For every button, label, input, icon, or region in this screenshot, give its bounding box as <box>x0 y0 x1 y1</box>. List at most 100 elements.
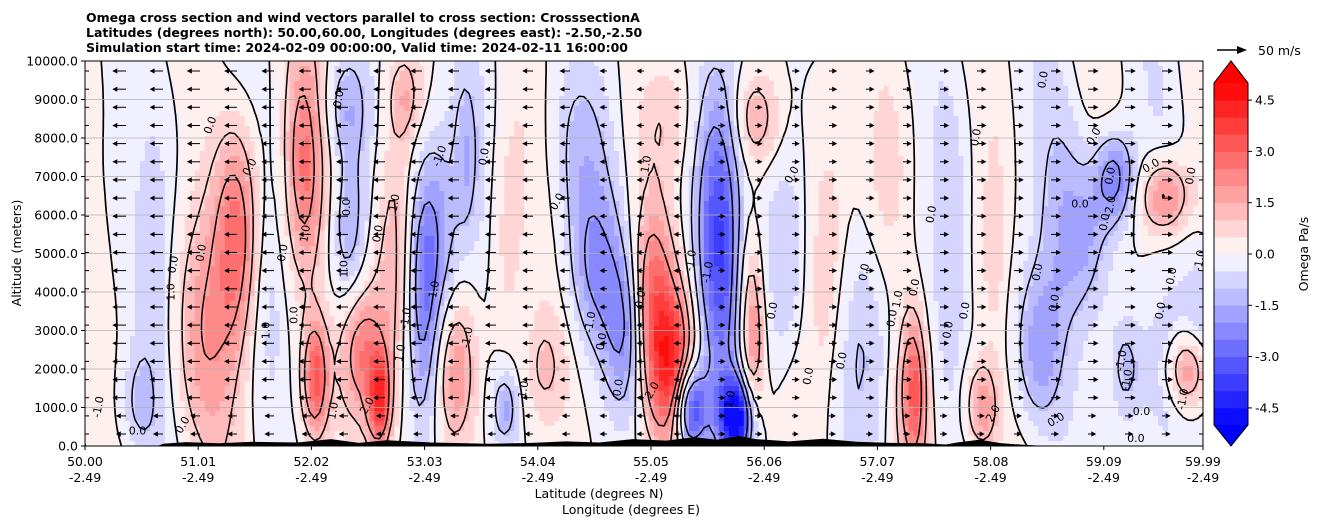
omega-fill-cell <box>708 306 720 312</box>
omega-fill-cell <box>244 336 251 342</box>
omega-fill-cell <box>294 186 306 192</box>
omega-fill-cell <box>244 216 251 222</box>
omega-fill-cell <box>384 66 391 72</box>
omega-fill-cell <box>658 141 665 147</box>
omega-fill-cell <box>698 76 710 82</box>
omega-fill-cell <box>688 246 695 252</box>
omega-fill-cell <box>579 186 605 192</box>
omega-fill-cell <box>644 266 650 272</box>
omega-fill-cell <box>1198 346 1203 352</box>
omega-fill-cell <box>264 276 286 282</box>
omega-fill-cell <box>259 221 266 227</box>
omega-fill-cell <box>903 301 925 307</box>
omega-fill-cell <box>439 281 445 287</box>
omega-fill-cell <box>389 136 401 142</box>
omega-fill-cell <box>898 121 915 127</box>
omega-fill-cell <box>634 281 640 287</box>
omega-fill-cell <box>688 286 695 292</box>
omega-fill-cell <box>199 211 216 217</box>
omega-fill-cell <box>284 156 291 162</box>
omega-fill-cell <box>179 121 211 127</box>
omega-fill-cell <box>224 301 231 307</box>
omega-fill-cell <box>1103 256 1114 262</box>
omega-fill-cell <box>169 346 181 352</box>
omega-fill-cell <box>174 101 256 107</box>
omega-fill-cell <box>728 216 735 222</box>
omega-fill-cell <box>324 101 331 107</box>
omega-fill-cell <box>284 176 291 182</box>
omega-fill-cell <box>753 96 765 102</box>
omega-fill-cell <box>728 206 735 212</box>
omega-fill-cell <box>294 136 306 142</box>
omega-fill-cell <box>244 221 251 227</box>
omega-fill-cell <box>1173 286 1203 292</box>
omega-fill-cell <box>1153 106 1164 112</box>
omega-fill-cell <box>414 111 420 117</box>
omega-fill-cell <box>658 316 670 322</box>
omega-fill-cell <box>444 116 460 122</box>
omega-fill-cell <box>713 316 730 322</box>
omega-fill-cell <box>639 301 645 307</box>
omega-fill-cell <box>688 281 695 287</box>
omega-fill-cell <box>409 171 416 177</box>
omega-fill-cell <box>464 166 470 172</box>
omega-fill-cell <box>1103 246 1119 252</box>
omega-fill-cell <box>808 246 815 252</box>
omega-fill-cell <box>314 116 321 122</box>
omega-fill-cell <box>529 346 545 352</box>
omega-fill-cell <box>663 276 670 282</box>
omega-fill-cell <box>668 261 675 267</box>
omega-fill-cell <box>184 296 196 302</box>
omega-fill-cell <box>813 286 835 292</box>
omega-fill-cell <box>983 196 1004 202</box>
omega-fill-cell <box>289 86 296 92</box>
omega-fill-cell <box>419 221 425 227</box>
omega-fill-cell <box>658 291 665 297</box>
omega-fill-cell <box>678 291 685 297</box>
omega-fill-cell <box>713 221 725 227</box>
omega-fill-cell <box>644 206 670 212</box>
omega-fill-cell <box>673 81 690 87</box>
omega-fill-cell <box>85 116 106 122</box>
omega-fill-cell <box>743 221 750 227</box>
omega-fill-cell <box>319 86 326 92</box>
omega-fill-cell <box>349 121 356 127</box>
omega-fill-cell <box>668 336 675 342</box>
omega-fill-cell <box>708 201 730 207</box>
omega-fill-cell <box>339 86 366 92</box>
omega-fill-cell <box>708 261 715 267</box>
omega-fill-cell <box>439 351 445 357</box>
omega-fill-cell <box>873 246 920 252</box>
omega-fill-cell <box>339 191 346 197</box>
omega-fill-cell <box>629 151 640 157</box>
omega-fill-cell <box>259 206 266 212</box>
omega-fill-cell <box>958 151 975 157</box>
omega-fill-cell <box>1133 136 1184 142</box>
omega-fill-cell <box>683 186 690 192</box>
omega-fill-cell <box>524 131 550 137</box>
omega-fill-cell <box>933 201 965 207</box>
omega-fill-cell <box>773 86 795 92</box>
omega-fill-cell <box>434 271 440 277</box>
omega-fill-cell <box>559 116 575 122</box>
omega-fill-cell <box>1023 311 1034 317</box>
omega-fill-cell <box>169 296 181 302</box>
omega-fill-cell <box>1093 321 1119 327</box>
omega-fill-cell <box>514 131 525 137</box>
omega-fill-cell <box>309 146 316 152</box>
omega-fill-cell <box>708 151 715 157</box>
omega-fill-cell <box>184 351 196 357</box>
omega-fill-cell <box>474 211 485 217</box>
omega-fill-cell <box>818 326 830 332</box>
omega-fill-cell <box>604 196 615 202</box>
omega-fill-cell <box>1003 211 1019 217</box>
omega-fill-cell <box>309 96 316 102</box>
omega-fill-cell <box>469 336 480 342</box>
omega-fill-cell <box>184 216 201 222</box>
omega-fill-cell <box>159 161 181 167</box>
omega-fill-cell <box>424 71 435 77</box>
omega-fill-cell <box>748 256 760 262</box>
omega-fill-cell <box>344 236 361 242</box>
omega-fill-cell <box>564 71 600 77</box>
omega-fill-cell <box>963 226 975 232</box>
